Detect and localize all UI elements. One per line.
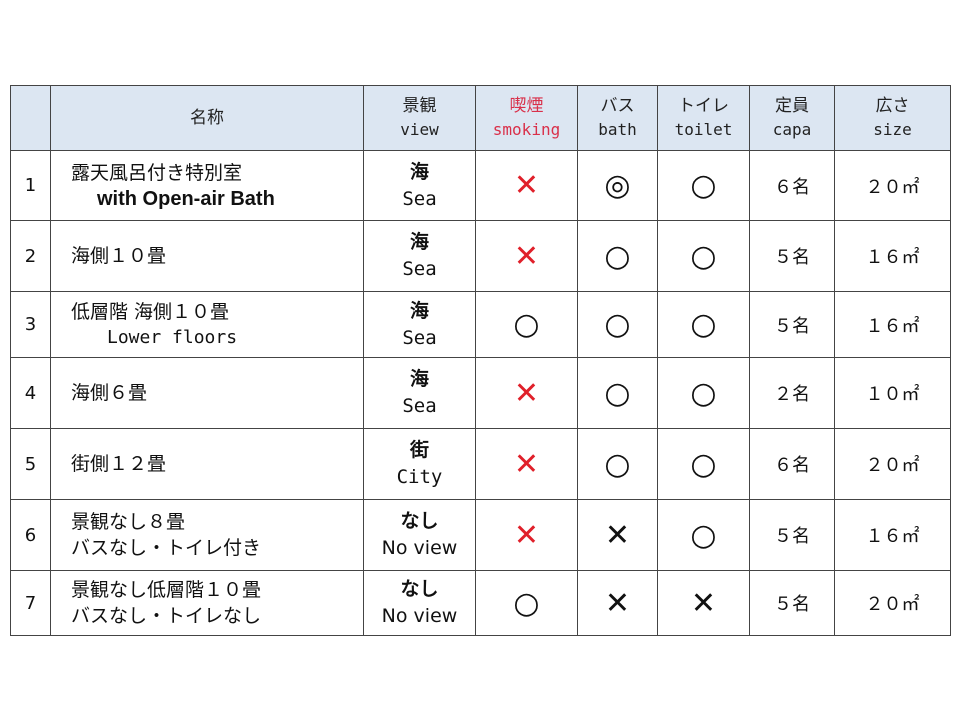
- view-cell: なし No view: [363, 570, 476, 636]
- smoking-mark: ✕: [475, 220, 578, 292]
- view-en: Sea: [402, 326, 437, 349]
- row-number: 6: [10, 499, 51, 571]
- view-ja: なし: [400, 578, 439, 600]
- header-smoking: 喫煙 smoking: [475, 85, 578, 151]
- view-ja: 海: [409, 299, 429, 322]
- smoking-mark: ✕: [475, 357, 578, 429]
- view-en: Sea: [402, 258, 437, 280]
- table-row: 1 露天風呂付き特別室 with Open-air Bath 海 Sea ✕ ◎ ○…: [10, 150, 951, 221]
- bath-mark: ✕: [577, 570, 658, 636]
- room-size: １０㎡: [834, 357, 951, 429]
- room-name: 景観なし８畳バスなし・トイレ付き: [50, 499, 364, 571]
- view-en: Sea: [402, 187, 437, 210]
- table-row: 2 海側１０畳 海 Sea ✕ ○ ○ ５名 １６㎡: [10, 220, 951, 292]
- room-name: 景観なし低層階１０畳 バスなし・トイレなし: [50, 570, 364, 636]
- room-name-ja: 街側１２畳: [71, 453, 167, 475]
- room-name-sub: バスなし・トイレなし: [71, 605, 262, 627]
- row-number: 1: [10, 150, 51, 221]
- view-en: No view: [381, 605, 458, 627]
- toilet-mark: ○: [657, 220, 750, 292]
- smoking-mark: ✕: [475, 499, 578, 571]
- toilet-mark: ✕: [657, 570, 750, 636]
- capacity: ６名: [749, 150, 835, 221]
- bath-mark: ○: [577, 428, 658, 500]
- header-view: 景観 view: [363, 85, 476, 151]
- table-row: 3 低層階 海側１０畳 Lower floors 海 Sea ○ ○ ○ ５名 １６…: [10, 291, 951, 358]
- room-name-ja: 海側６畳: [71, 382, 148, 404]
- view-cell: なし No view: [363, 499, 476, 571]
- view-en: No view: [381, 537, 458, 559]
- room-size: ２０㎡: [834, 570, 951, 636]
- capacity: ５名: [749, 499, 835, 571]
- room-name: 海側１０畳: [50, 220, 364, 292]
- table-row: 6 景観なし８畳バスなし・トイレ付き なし No view ✕ ✕ ○ ５名 １６…: [10, 499, 951, 571]
- toilet-mark: ○: [657, 428, 750, 500]
- view-cell: 海 Sea: [363, 291, 476, 358]
- view-cell: 海 Sea: [363, 357, 476, 429]
- room-name: 露天風呂付き特別室 with Open-air Bath: [50, 150, 364, 221]
- room-name: 低層階 海側１０畳 Lower floors: [50, 291, 364, 358]
- header-toilet: トイレ toilet: [657, 85, 750, 151]
- bath-mark: ✕: [577, 499, 658, 571]
- toilet-mark: ○: [657, 291, 750, 358]
- capacity: ５名: [749, 570, 835, 636]
- room-name-sub: with Open-air Bath: [97, 187, 275, 210]
- table-row: 7 景観なし低層階１０畳 バスなし・トイレなし なし No view ○ ✕ ✕ ５…: [10, 570, 951, 636]
- bath-mark: ◎: [577, 150, 658, 221]
- smoking-mark: ✕: [475, 428, 578, 500]
- room-name-sub: Lower floors: [107, 326, 238, 348]
- room-name-ja: 露天風呂付き特別室: [71, 161, 243, 184]
- row-number: 7: [10, 570, 51, 636]
- room-name: 海側６畳: [50, 357, 364, 429]
- room-size: ２０㎡: [834, 150, 951, 221]
- table-row: 4 海側６畳 海 Sea ✕ ○ ○ ２名 １０㎡: [10, 357, 951, 429]
- room-name-ja: 景観なし低層階１０畳: [71, 579, 262, 601]
- smoking-mark: ○: [475, 570, 578, 636]
- room-size: １６㎡: [834, 220, 951, 292]
- room-name-sub: バスなし・トイレ付き: [71, 537, 262, 559]
- capacity: ６名: [749, 428, 835, 500]
- capacity: ５名: [749, 220, 835, 292]
- header-row: 名称 景観 view 喫煙 smoking バス bath トイレ toilet 定員 c…: [10, 85, 951, 151]
- view-cell: 海 Sea: [363, 150, 476, 221]
- view-ja: 海: [409, 160, 429, 183]
- room-table: 名称 景観 view 喫煙 smoking バス bath トイレ toilet 定員 c…: [10, 85, 951, 636]
- view-en: City: [396, 466, 443, 488]
- toilet-mark: ○: [657, 499, 750, 571]
- smoking-mark: ○: [475, 291, 578, 358]
- bath-mark: ○: [577, 220, 658, 292]
- view-ja: 街: [409, 439, 429, 461]
- bath-mark: ○: [577, 291, 658, 358]
- view-en: Sea: [402, 395, 437, 417]
- room-name-ja: 低層階 海側１０畳: [71, 300, 230, 323]
- room-name-ja: 景観なし８畳: [71, 511, 186, 533]
- header-size: 広さ size: [834, 85, 951, 151]
- room-size: ２０㎡: [834, 428, 951, 500]
- view-ja: なし: [400, 510, 439, 532]
- header-name: 名称: [50, 85, 364, 151]
- row-number: 5: [10, 428, 51, 500]
- toilet-mark: ○: [657, 357, 750, 429]
- row-number: 4: [10, 357, 51, 429]
- bath-mark: ○: [577, 357, 658, 429]
- view-cell: 街 City: [363, 428, 476, 500]
- row-number: 2: [10, 220, 51, 292]
- room-name-ja: 海側１０畳: [71, 245, 167, 267]
- view-ja: 海: [409, 231, 429, 253]
- header-capa: 定員 capa: [749, 85, 835, 151]
- toilet-mark: ○: [657, 150, 750, 221]
- view-ja: 海: [409, 368, 429, 390]
- smoking-mark: ✕: [475, 150, 578, 221]
- room-size: １６㎡: [834, 499, 951, 571]
- header-bath: バス bath: [577, 85, 658, 151]
- room-size: １６㎡: [834, 291, 951, 358]
- capacity: ５名: [749, 291, 835, 358]
- room-name: 街側１２畳: [50, 428, 364, 500]
- row-number: 3: [10, 291, 51, 358]
- header-no: [10, 85, 51, 151]
- capacity: ２名: [749, 357, 835, 429]
- view-cell: 海 Sea: [363, 220, 476, 292]
- table-row: 5 街側１２畳 街 City ✕ ○ ○ ６名 ２０㎡: [10, 428, 951, 500]
